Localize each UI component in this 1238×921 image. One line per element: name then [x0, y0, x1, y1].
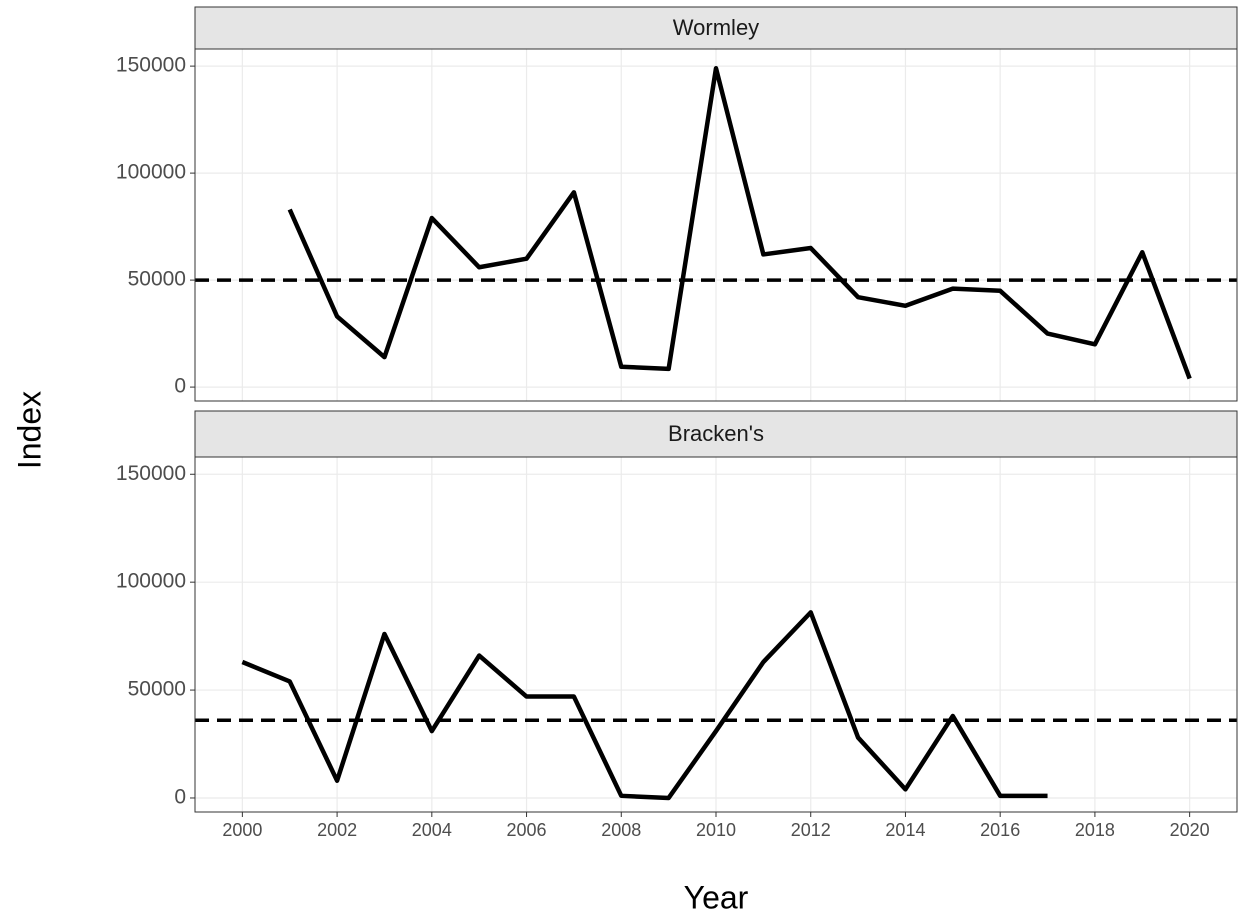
x-tick-label: 2012	[791, 820, 831, 840]
x-tick-label: 2000	[222, 820, 262, 840]
strip	[194, 6, 1238, 50]
strip-title: Bracken's	[668, 421, 764, 446]
x-tick-label: 2002	[317, 820, 357, 840]
x-tick-label: 2014	[885, 820, 925, 840]
y-axis-label: Index	[11, 391, 47, 469]
x-tick-label: 2004	[412, 820, 452, 840]
y-tick-label: 100000	[116, 161, 186, 184]
y-tick-label: 0	[174, 375, 186, 398]
panel-border	[194, 48, 1238, 402]
strip-title: Wormley	[673, 15, 759, 40]
x-tick-label: 2008	[601, 820, 641, 840]
y-tick-label: 50000	[128, 268, 186, 291]
x-tick-label: 2006	[507, 820, 547, 840]
y-tick-label: 50000	[128, 678, 186, 701]
y-tick-label: 100000	[116, 570, 186, 593]
strip	[194, 410, 1238, 458]
data-line	[287, 66, 1192, 380]
x-axis-label: Year	[684, 879, 749, 915]
y-tick-label: 150000	[116, 54, 186, 77]
y-tick-label: 150000	[116, 462, 186, 485]
y-tick-label: 0	[174, 786, 186, 809]
x-tick-label: 2018	[1075, 820, 1115, 840]
data-line	[241, 610, 1048, 801]
x-tick-label: 2020	[1170, 820, 1210, 840]
x-tick-label: 2016	[980, 820, 1020, 840]
x-tick-label: 2010	[696, 820, 736, 840]
